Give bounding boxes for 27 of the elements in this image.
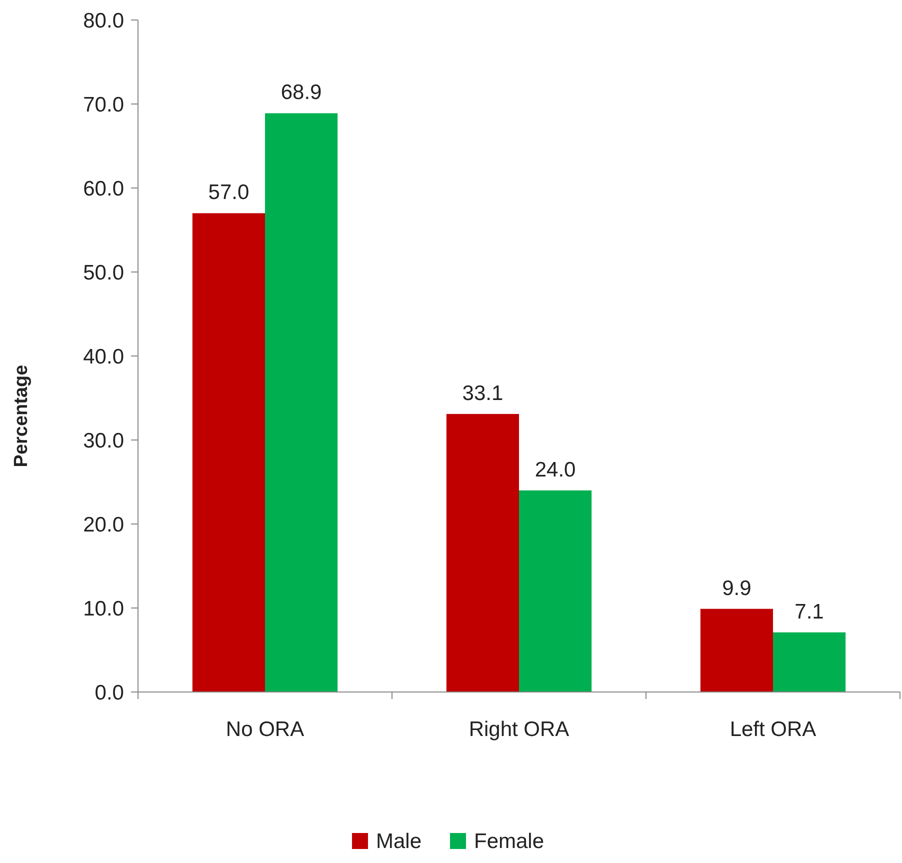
x-tick-label: Left ORA	[730, 718, 816, 741]
x-tick-label: No ORA	[226, 718, 304, 741]
x-tick-label: Right ORA	[468, 718, 570, 741]
bar	[265, 113, 338, 692]
y-tick-label: 10.0	[83, 597, 124, 620]
bar	[519, 490, 592, 692]
y-tick-label: 70.0	[83, 93, 124, 116]
data-label: 68.9	[280, 81, 322, 104]
bar	[192, 213, 265, 692]
legend-label: Male	[376, 830, 422, 853]
data-label: 57.0	[208, 181, 250, 204]
y-tick-label: 80.0	[83, 9, 124, 32]
bar	[700, 608, 773, 692]
y-tick-label: 30.0	[83, 429, 124, 452]
bar	[773, 632, 846, 692]
bar	[446, 414, 519, 692]
y-axis-title: Percentage	[11, 364, 32, 468]
y-tick-label: 0.0	[94, 681, 124, 704]
data-label: 9.9	[722, 576, 752, 600]
data-label: 33.1	[462, 382, 504, 405]
legend-label: Female	[474, 830, 544, 853]
y-tick-label: 60.0	[83, 177, 124, 200]
y-tick-label: 40.0	[83, 345, 124, 368]
data-label: 7.1	[794, 600, 824, 624]
y-tick-label: 20.0	[83, 513, 124, 536]
y-tick-label: 50.0	[83, 261, 124, 284]
data-label: 24.0	[534, 458, 576, 482]
